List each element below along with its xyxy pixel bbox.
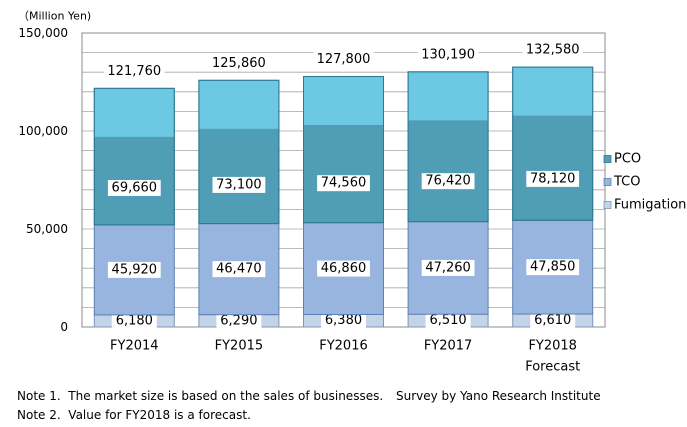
y-tick-label: 50,000 [26, 222, 68, 236]
data-label-box [107, 180, 161, 197]
total-label: 130,190 [421, 47, 475, 62]
bar-segment-outline [303, 76, 384, 224]
total-label: 127,800 [317, 52, 371, 67]
data-label-pco: 69,660 [112, 181, 158, 196]
total-label-box [522, 42, 583, 59]
data-label-box [425, 312, 471, 329]
total-label-box [208, 55, 270, 72]
data-label-box [317, 260, 370, 277]
total-label-box [313, 51, 374, 68]
bar-segment-outline [512, 66, 594, 221]
data-label-tco: 45,920 [112, 262, 158, 277]
data-label-box [530, 312, 576, 329]
total-label: 121,760 [107, 64, 161, 79]
legend-swatch-tco [603, 178, 612, 186]
data-label-box [526, 170, 580, 187]
x-tick-label: FY2018 [528, 339, 577, 354]
data-label-fumigation: 6,290 [220, 313, 257, 328]
total-label-box [417, 46, 479, 63]
bar-segment-cap [408, 72, 488, 121]
total-label: 132,580 [526, 43, 580, 58]
legend-swatch-pco [603, 155, 612, 163]
bar-segment-outline [93, 87, 175, 226]
y-tick-label: 0 [60, 320, 68, 334]
bar-segment-outline [407, 71, 489, 223]
stacked-bar-chart: 0 50,000 100,000 150,000 （Million Yen) 6,180 4… [18, 10, 686, 375]
y-tick-label: 150,000 [18, 26, 68, 40]
data-label-pco: 76,420 [425, 174, 471, 189]
x-tick-label: FY2017 [424, 339, 473, 354]
data-label-box [421, 173, 475, 190]
data-label-box [212, 176, 266, 193]
x-tick-label: FY2014 [110, 339, 159, 354]
source-note: Survey by Yano Research Institute [396, 389, 601, 403]
bar-segment-cap [199, 80, 279, 129]
note-1: Note 1. The market size is based on the … [17, 389, 384, 403]
data-label-box [526, 259, 580, 276]
data-label-fumigation: 6,510 [429, 313, 466, 328]
data-label-box [107, 261, 161, 278]
data-label-pco: 74,560 [321, 176, 367, 191]
total-label: 125,860 [212, 56, 266, 71]
x-tick-label: FY2015 [215, 339, 264, 354]
bar-segment-cap [304, 77, 383, 126]
legend-label-fumigation: Fumigation [614, 198, 686, 213]
bar-segment-outline [198, 79, 280, 225]
x-tick-label: FY2016 [319, 339, 368, 354]
data-label-box [317, 175, 370, 192]
bar-segment-cap [94, 88, 174, 137]
data-label-tco: 47,850 [530, 260, 576, 275]
x-tick-label-sub: Forecast [525, 360, 580, 375]
data-label-fumigation: 6,180 [116, 313, 153, 328]
bar-segment-cap [513, 67, 593, 116]
note-2: Note 2. Value for FY2018 is a forecast. [17, 408, 251, 422]
y-unit-label: （Million Yen) [18, 10, 91, 23]
y-tick-label: 100,000 [18, 124, 68, 138]
data-label-tco: 46,470 [216, 262, 262, 277]
data-label-tco: 46,860 [321, 261, 367, 276]
data-label-pco: 73,100 [216, 177, 262, 192]
data-label-box [216, 312, 262, 329]
total-label-box [104, 63, 165, 80]
data-label-box [212, 261, 266, 278]
data-label-box [111, 312, 157, 329]
data-label-fumigation: 6,380 [325, 313, 362, 328]
legend-swatch-fumigation [603, 201, 612, 209]
data-label-fumigation: 6,610 [534, 313, 571, 328]
legend-label-pco: PCO [614, 152, 641, 167]
data-label-tco: 47,260 [425, 260, 471, 275]
data-label-box [421, 259, 475, 276]
data-label-pco: 78,120 [530, 171, 576, 186]
data-label-box [321, 312, 366, 329]
legend-label-tco: TCO [613, 175, 641, 190]
